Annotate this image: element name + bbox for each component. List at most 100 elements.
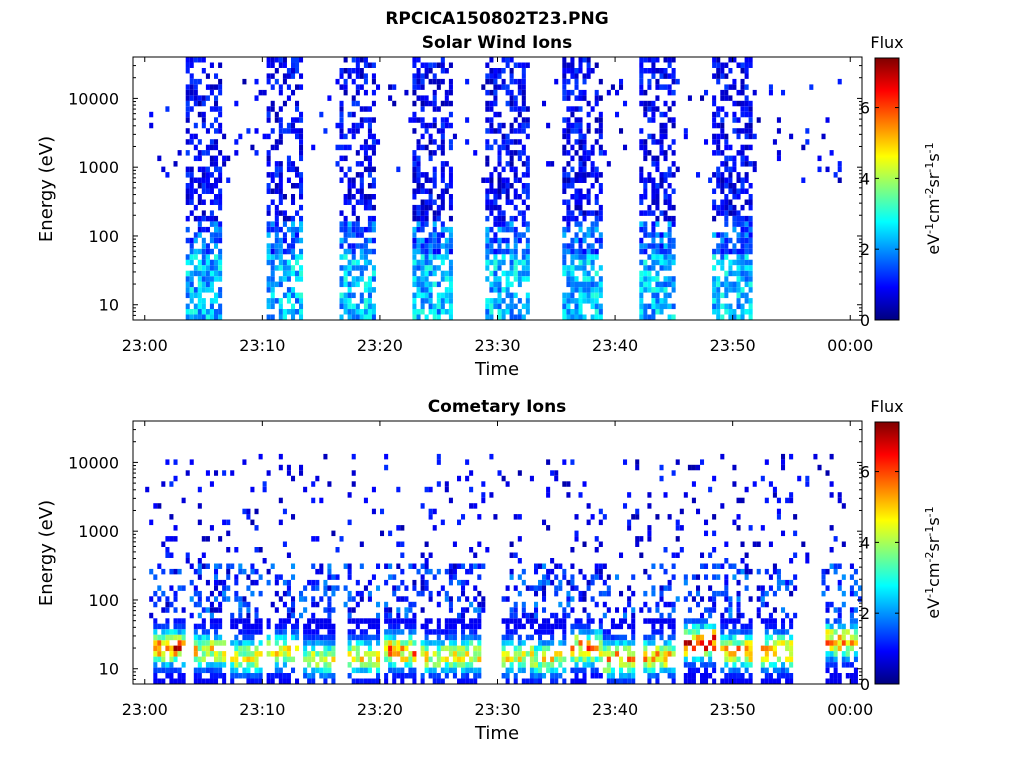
heatmap-cell (517, 259, 522, 266)
heatmap-cell (343, 89, 348, 96)
heatmap-cell (493, 287, 498, 293)
heatmap-cell (772, 492, 777, 498)
heatmap-cell (606, 89, 611, 96)
heatmap-cell (627, 596, 632, 602)
heatmap-cell (841, 634, 846, 641)
heatmap-cell (481, 481, 486, 487)
heatmap-cell (546, 161, 551, 167)
heatmap-cell (209, 303, 214, 310)
heatmap-cell (582, 89, 587, 96)
heatmap-cell (631, 629, 636, 635)
heatmap-cell (218, 579, 223, 586)
heatmap-cell (562, 188, 567, 194)
heatmap-cell (392, 590, 397, 597)
heatmap-cell (724, 292, 729, 299)
heatmap-cell (732, 188, 737, 194)
heatmap-cell (590, 287, 595, 293)
heatmap-cell (351, 634, 356, 641)
heatmap-cell (825, 629, 830, 635)
heatmap-cell (226, 155, 231, 162)
heatmap-cell (841, 601, 846, 608)
heatmap-cell (570, 68, 575, 74)
heatmap-cell (214, 177, 219, 183)
x-tick-label: 23:20 (357, 336, 403, 355)
heatmap-cell (209, 607, 214, 613)
heatmap-cell (246, 667, 251, 674)
heatmap-cell (505, 640, 510, 646)
heatmap-cell (566, 303, 571, 310)
heatmap-cell (542, 656, 547, 663)
heatmap-cell (201, 314, 206, 320)
heatmap-cell (286, 276, 291, 282)
heatmap-cell (655, 281, 660, 288)
heatmap-cell (295, 623, 300, 630)
heatmap-cell (197, 281, 202, 288)
heatmap-cell (432, 309, 437, 315)
heatmap-cell (400, 640, 405, 646)
heatmap-cell (582, 172, 587, 178)
heatmap-cell (209, 673, 214, 679)
heatmap-cell (542, 563, 547, 569)
heatmap-cell (286, 265, 291, 271)
heatmap-cell (331, 645, 336, 652)
heatmap-cell (655, 221, 660, 227)
heatmap-cell (432, 183, 437, 189)
heatmap-cell (602, 150, 607, 156)
heatmap-cell (562, 172, 567, 178)
heatmap-cell (655, 618, 660, 624)
heatmap-cell (436, 662, 441, 668)
heatmap-cell (258, 89, 263, 96)
heatmap-cell (311, 629, 316, 635)
heatmap-cell (185, 117, 190, 123)
heatmap-cell (173, 568, 178, 575)
heatmap-cell (157, 645, 162, 652)
heatmap-cell (570, 62, 575, 68)
heatmap-cell (748, 314, 753, 320)
heatmap-cell (554, 623, 559, 630)
heatmap-cell (667, 645, 672, 652)
heatmap-cell (663, 232, 668, 238)
heatmap-cell (740, 662, 745, 668)
heatmap-cell (218, 314, 223, 320)
heatmap-cell (214, 254, 219, 260)
heatmap-cell (242, 508, 247, 515)
heatmap-cell (416, 84, 421, 90)
heatmap-cell (744, 563, 749, 569)
heatmap-cell (748, 62, 753, 68)
heatmap-cell (497, 226, 502, 233)
heatmap-cell (736, 128, 741, 134)
heatmap-cell (736, 194, 741, 200)
heatmap-cell (291, 514, 296, 520)
heatmap-cell (173, 618, 178, 624)
heatmap-cell (363, 651, 368, 657)
heatmap-cell (197, 667, 202, 674)
heatmap-cell (748, 161, 753, 167)
heatmap-cell (509, 667, 514, 674)
heatmap-cell (582, 276, 587, 282)
heatmap-cell (469, 568, 474, 575)
panel-title-solar-wind: Solar Wind Ions (422, 33, 573, 53)
heatmap-cell (720, 259, 725, 266)
heatmap-cell (481, 84, 486, 90)
heatmap-cell (744, 574, 749, 580)
heatmap-cell (367, 204, 372, 211)
heatmap-cell (424, 100, 429, 107)
heatmap-cell (574, 673, 579, 679)
heatmap-cell (598, 651, 603, 657)
heatmap-cell (497, 188, 502, 194)
heatmap-cell (643, 634, 648, 641)
heatmap-cell (691, 662, 696, 668)
heatmap-cell (254, 547, 259, 553)
heatmap-cell (590, 656, 595, 663)
heatmap-cell (193, 667, 198, 674)
heatmap-cell (246, 629, 251, 635)
heatmap-cell (278, 623, 283, 630)
heatmap-cell (218, 89, 223, 96)
heatmap-cell (388, 662, 393, 668)
heatmap-cell (708, 486, 713, 493)
heatmap-cell (214, 607, 219, 613)
heatmap-cell (274, 265, 279, 271)
heatmap-cell (570, 270, 575, 277)
heatmap-cell (440, 166, 445, 173)
heatmap-cell (222, 519, 227, 526)
